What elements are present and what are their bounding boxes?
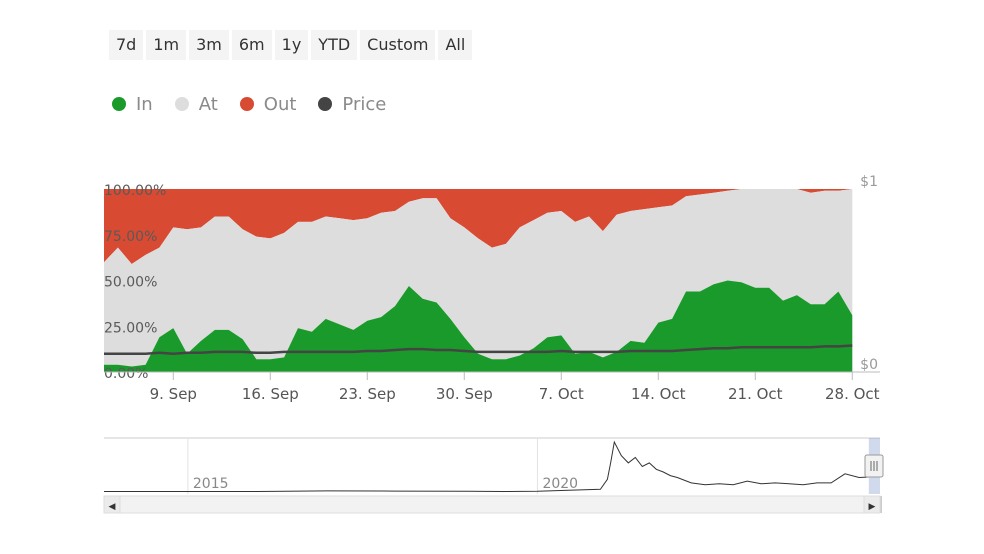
range-button-1m[interactable]: 1m [146, 30, 187, 60]
legend-item-price[interactable]: Price [318, 90, 386, 118]
y-tick-label: 25.00% [104, 320, 157, 336]
navigator-handle[interactable] [864, 454, 884, 478]
x-tick-label: 16. Sep [242, 385, 299, 403]
navigator-year-label: 2015 [193, 476, 229, 492]
x-tick-label: 28. Oct [825, 385, 880, 403]
x-tick-label: 30. Sep [436, 385, 493, 403]
y-tick-label: 0.00% [104, 366, 148, 382]
legend-item-at[interactable]: At [174, 90, 218, 118]
legend-marker-in [112, 97, 126, 111]
range-button-3m[interactable]: 3m [189, 30, 229, 60]
x-tick-label: 7. Oct [539, 385, 584, 403]
right-axis-tick-label: $0 [860, 357, 878, 373]
scroll-left-button[interactable]: ◀ [103, 495, 121, 514]
legend-marker-price [318, 97, 333, 111]
legend-label-out: Out [263, 93, 297, 115]
y-tick-label: 75.00% [104, 229, 157, 245]
scroll-right-arrow-icon: ▶ [869, 502, 876, 512]
right-axis-tick-label: $1 [860, 174, 878, 190]
range-button-all[interactable]: All [438, 30, 473, 60]
legend-item-in[interactable]: In [112, 90, 153, 118]
area-at [104, 189, 853, 367]
scrollbar-track[interactable] [103, 495, 881, 514]
x-tick-label: 23. Sep [339, 385, 396, 403]
legend-label-at: At [198, 93, 218, 115]
area-in [104, 280, 853, 372]
x-tick-label: 9. Sep [150, 385, 197, 403]
legend-item-out[interactable]: Out [239, 90, 297, 118]
navigator-year-label: 2020 [542, 476, 578, 492]
y-tick-label: 50.00% [104, 275, 157, 291]
legend: In At Out Price [112, 90, 386, 118]
range-selector: 7d 1m 3m 6m 1y YTD Custom All [109, 30, 473, 60]
range-button-6m[interactable]: 6m [231, 30, 272, 60]
legend-marker-out [239, 97, 254, 111]
y-tick-label: 100.00% [104, 183, 166, 199]
range-button-7d[interactable]: 7d [109, 30, 144, 60]
navigator-series-line [104, 440, 881, 493]
legend-label-price: Price [342, 93, 387, 115]
range-button-ytd[interactable]: YTD [311, 30, 358, 60]
range-button-custom[interactable]: Custom [360, 30, 436, 60]
area-out [104, 189, 853, 264]
x-tick-label: 14. Oct [631, 385, 686, 403]
line-price [104, 344, 853, 355]
legend-label-in: In [136, 93, 153, 115]
scroll-right-button[interactable]: ▶ [863, 495, 881, 514]
x-tick-label: 21. Oct [728, 385, 783, 403]
scroll-left-arrow-icon: ◀ [109, 502, 116, 512]
legend-marker-at [174, 97, 189, 111]
range-button-1y[interactable]: 1y [274, 30, 309, 60]
